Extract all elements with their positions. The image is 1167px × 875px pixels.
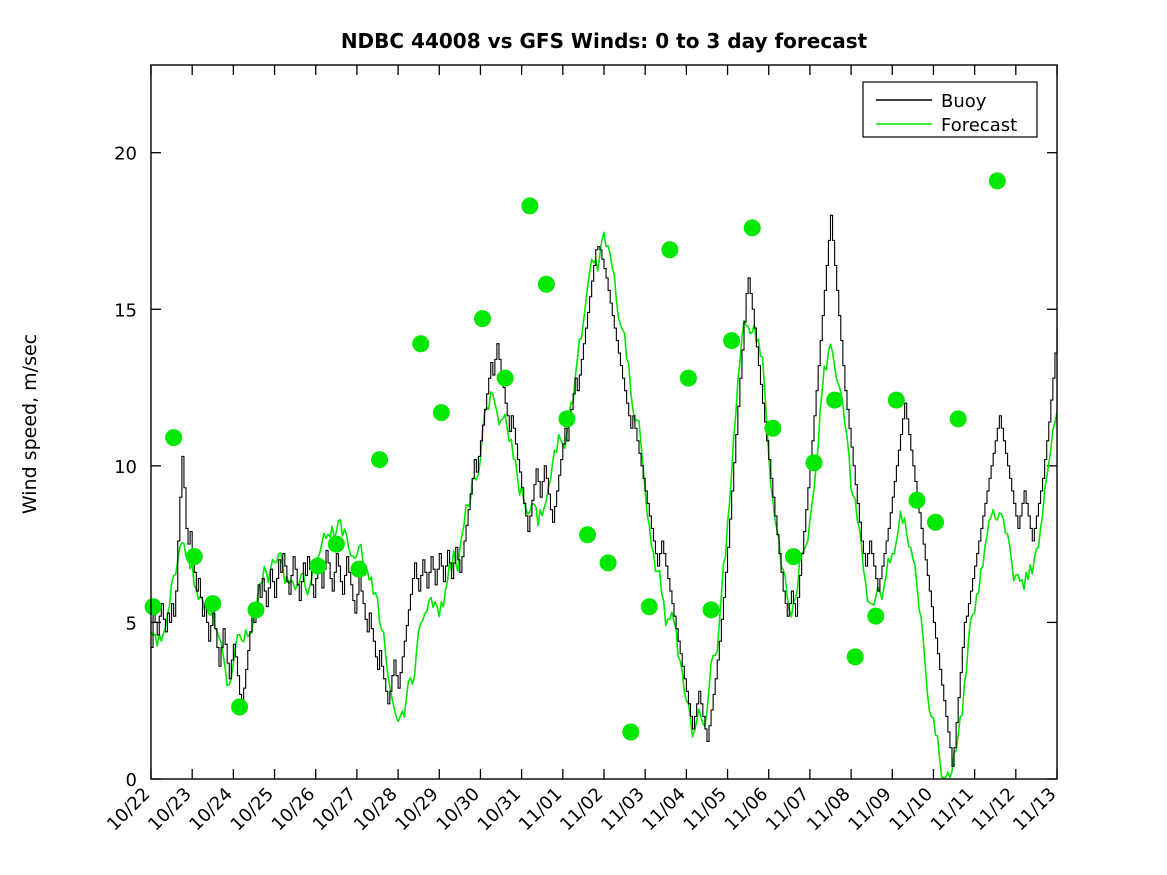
forecast-marker-point xyxy=(231,698,249,716)
forecast-marker-point xyxy=(599,554,617,572)
forecast-marker-point xyxy=(846,648,864,666)
forecast-marker-point xyxy=(412,335,430,353)
forecast-marker-point xyxy=(432,404,450,422)
forecast-series-line xyxy=(150,231,1058,779)
forecast-marker-point xyxy=(764,419,782,437)
forecast-marker-point xyxy=(887,391,905,409)
forecast-marker-point xyxy=(867,607,885,625)
forecast-marker-point xyxy=(371,451,389,469)
buoy-series-line xyxy=(151,214,1058,768)
forecast-marker-point xyxy=(784,548,802,566)
forecast-marker-point xyxy=(144,598,162,616)
forecast-marker-point xyxy=(988,172,1006,190)
page-title: NDBC 44008 vs GFS Winds: 0 to 3 day fore… xyxy=(341,29,868,53)
y-tick-label: 15 xyxy=(114,300,137,321)
forecast-marker-point xyxy=(185,548,203,566)
forecast-marker-point xyxy=(558,410,576,428)
y-axis-ticks: 0 5 10 15 20 xyxy=(114,144,1057,791)
y-tick-label: 10 xyxy=(114,457,137,478)
forecast-marker-point xyxy=(826,391,844,409)
chart-legend[interactable]: Buoy Forecast xyxy=(862,81,1038,138)
legend-label-forecast: Forecast xyxy=(941,115,1017,136)
forecast-marker-point xyxy=(743,219,761,237)
forecast-marker-point xyxy=(537,275,555,293)
forecast-marker-point xyxy=(661,241,679,259)
forecast-marker-point xyxy=(204,595,222,613)
forecast-marker-point xyxy=(949,410,967,428)
plot-area xyxy=(144,172,1058,779)
forecast-marker-group xyxy=(144,172,1006,741)
forecast-marker-point xyxy=(474,310,492,328)
forecast-marker-point xyxy=(622,723,640,741)
forecast-marker-point xyxy=(579,526,597,544)
forecast-marker-point xyxy=(723,332,741,350)
forecast-marker-point xyxy=(805,454,823,472)
forecast-marker-point xyxy=(640,598,658,616)
forecast-marker-point xyxy=(309,557,327,575)
forecast-marker-point xyxy=(327,535,345,553)
forecast-marker-point xyxy=(521,197,539,215)
y-tick-label: 0 xyxy=(126,770,137,791)
plot-frame xyxy=(150,64,1058,780)
forecast-marker-point xyxy=(702,601,720,619)
y-axis-label: Wind speed, m/sec xyxy=(19,334,41,514)
y-tick-label: 20 xyxy=(114,144,137,165)
forecast-marker-point xyxy=(908,491,926,509)
forecast-marker-point xyxy=(679,369,697,387)
forecast-marker-point xyxy=(927,513,945,531)
forecast-marker-point xyxy=(350,560,368,578)
y-tick-label: 5 xyxy=(126,613,137,634)
legend-label-buoy: Buoy xyxy=(941,91,987,112)
legend-box xyxy=(862,81,1038,138)
forecast-marker-point xyxy=(165,429,183,447)
forecast-marker-point xyxy=(496,369,514,387)
forecast-marker-point xyxy=(247,601,265,619)
